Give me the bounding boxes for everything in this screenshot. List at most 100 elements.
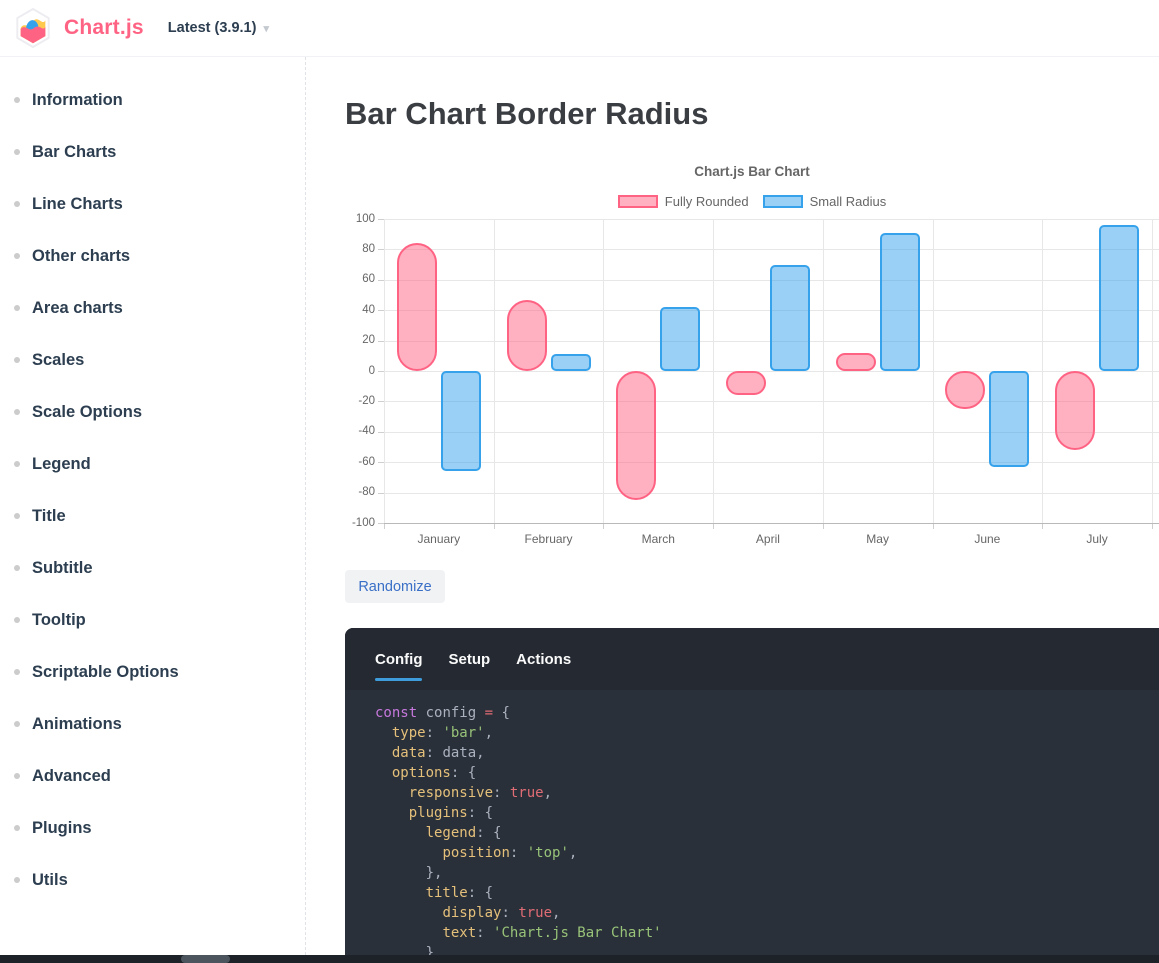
- code-token: data: [391, 745, 426, 761]
- sidebar-item-title[interactable]: Title: [0, 490, 305, 542]
- code-token: [375, 905, 442, 921]
- code-line: legend: {: [375, 823, 1159, 843]
- code-token: },: [425, 865, 443, 881]
- bar-fully-rounded-june[interactable]: [945, 371, 986, 409]
- bar-small-radius-february[interactable]: [550, 354, 591, 371]
- x-axis-label: April: [755, 532, 780, 546]
- sidebar-item-subtitle[interactable]: Subtitle: [0, 542, 305, 594]
- sidebar-item-tooltip[interactable]: Tooltip: [0, 594, 305, 646]
- code-line: position: 'top',: [375, 843, 1159, 863]
- scrollbar-thumb[interactable]: [181, 955, 230, 963]
- legend-item-fully-rounded[interactable]: Fully Rounded: [617, 194, 749, 209]
- bullet-icon: [14, 669, 20, 675]
- sidebar-item-label: Scales: [32, 350, 85, 369]
- bullet-icon: [14, 253, 20, 259]
- code-token: :: [450, 765, 468, 781]
- horizontal-scrollbar[interactable]: [0, 955, 1159, 963]
- code-token: ,: [552, 905, 561, 921]
- chart-title: Chart.js Bar Chart: [694, 164, 810, 179]
- x-tick: [493, 523, 495, 529]
- bar-small-radius-july[interactable]: [1099, 225, 1140, 371]
- bar-small-radius-june[interactable]: [989, 371, 1030, 467]
- x-tick: [1151, 523, 1153, 529]
- brand-link[interactable]: Chart.js: [64, 16, 144, 39]
- y-axis-label: -80: [358, 486, 375, 499]
- tab-setup[interactable]: Setup: [448, 650, 491, 668]
- sidebar-item-label: Legend: [32, 454, 91, 473]
- bar-small-radius-may[interactable]: [879, 232, 920, 371]
- code-token: :: [467, 805, 485, 821]
- sidebar-item-scales[interactable]: Scales: [0, 334, 305, 386]
- sidebar-item-label: Utils: [32, 870, 68, 889]
- gridline: [384, 249, 1159, 251]
- sidebar-item-scale-options[interactable]: Scale Options: [0, 386, 305, 438]
- version-label: Latest (3.9.1): [167, 20, 257, 36]
- y-axis-label: 40: [362, 303, 375, 316]
- bar-fully-rounded-may[interactable]: [835, 352, 876, 371]
- bar-fully-rounded-july[interactable]: [1055, 371, 1096, 451]
- bullet-icon: [14, 513, 20, 519]
- code-token: [375, 725, 392, 741]
- code-line: },: [375, 863, 1159, 883]
- bar-small-radius-april[interactable]: [769, 264, 810, 371]
- sidebar-item-bar-charts[interactable]: Bar Charts: [0, 126, 305, 178]
- bar-small-radius-march[interactable]: [660, 307, 701, 371]
- gridline: [493, 219, 495, 523]
- sidebar-item-label: Subtitle: [32, 558, 93, 577]
- code-token: :: [509, 845, 527, 861]
- code-panel: Config Setup Actions const config = { type…: [345, 628, 1159, 957]
- y-axis-label: -100: [351, 516, 375, 529]
- x-axis-label: June: [974, 532, 1001, 546]
- bar-small-radius-january[interactable]: [440, 371, 481, 472]
- gridline: [384, 462, 1159, 464]
- sidebar-item-label: Scale Options: [32, 402, 143, 421]
- bullet-icon: [14, 409, 20, 415]
- sidebar-item-area-charts[interactable]: Area charts: [0, 282, 305, 334]
- code-token: [375, 825, 426, 841]
- code-line: title: {: [375, 883, 1159, 903]
- randomize-button[interactable]: Randomize: [345, 570, 445, 603]
- version-dropdown[interactable]: Latest (3.9.1) ▾: [168, 20, 269, 36]
- y-axis-label: 0: [368, 364, 375, 377]
- code-token: :: [493, 785, 510, 801]
- sidebar-item-scriptable-options[interactable]: Scriptable Options: [0, 646, 305, 698]
- bar-fully-rounded-april[interactable]: [725, 371, 766, 396]
- y-tick: [378, 219, 384, 220]
- code-line: text: 'Chart.js Bar Chart': [375, 923, 1159, 943]
- gridline: [822, 219, 824, 523]
- code-token: {: [493, 705, 510, 721]
- sidebar-item-utils[interactable]: Utils: [0, 854, 305, 906]
- sidebar-item-label: Area charts: [32, 298, 123, 317]
- bullet-icon: [14, 721, 20, 727]
- sidebar-item-line-charts[interactable]: Line Charts: [0, 178, 305, 230]
- bullet-icon: [14, 617, 20, 623]
- tab-actions[interactable]: Actions: [516, 650, 572, 668]
- code-token: true: [518, 905, 553, 921]
- sidebar-item-other-charts[interactable]: Other charts: [0, 230, 305, 282]
- y-axis-label: -40: [358, 425, 375, 438]
- sidebar-item-plugins[interactable]: Plugins: [0, 802, 305, 854]
- code-token: display: [442, 905, 502, 921]
- code-token: ,: [568, 845, 578, 861]
- bar-fully-rounded-march[interactable]: [616, 371, 657, 501]
- legend-swatch: [762, 195, 803, 208]
- y-tick: [378, 462, 384, 464]
- legend-label: Small Radius: [809, 194, 887, 209]
- code-token: :: [501, 905, 519, 921]
- legend-item-small-radius[interactable]: Small Radius: [762, 194, 887, 209]
- code-token: text: [442, 925, 477, 941]
- chartjs-logo-icon[interactable]: [14, 7, 52, 49]
- sidebar-item-legend[interactable]: Legend: [0, 438, 305, 490]
- y-axis-label: 20: [362, 334, 375, 347]
- code-token: [375, 765, 392, 781]
- bar-fully-rounded-february[interactable]: [506, 299, 547, 371]
- tab-config[interactable]: Config: [375, 628, 423, 690]
- bar-chart[interactable]: Chart.js Bar Chart Fully Rounded Small Ra…: [345, 156, 1159, 560]
- sidebar-item-information[interactable]: Information: [0, 74, 305, 126]
- sidebar-item-animations[interactable]: Animations: [0, 698, 305, 750]
- bar-fully-rounded-january[interactable]: [396, 243, 437, 371]
- legend-swatch: [617, 195, 658, 208]
- sidebar-item-advanced[interactable]: Advanced: [0, 750, 305, 802]
- code-token: {: [493, 825, 502, 841]
- sidebar-item-label: Plugins: [32, 818, 92, 837]
